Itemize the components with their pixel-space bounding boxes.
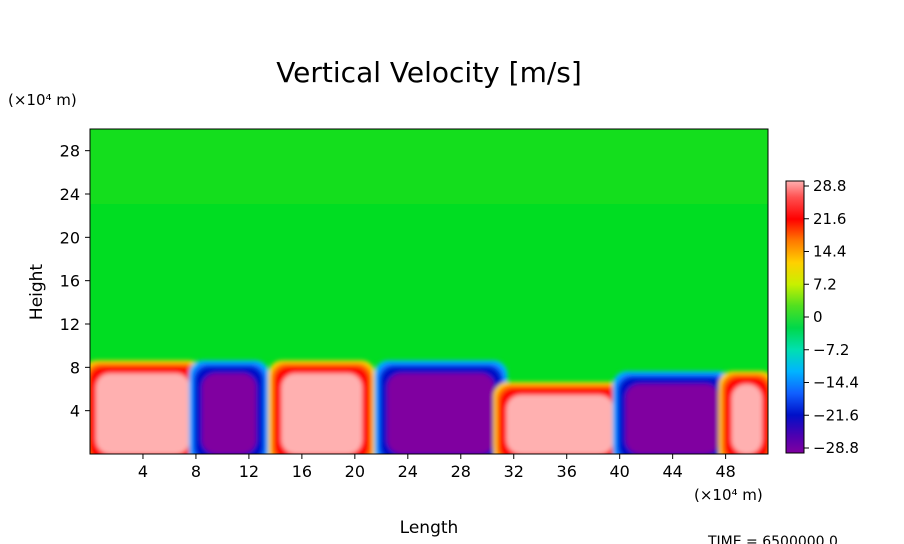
colorbar-tick-label: 7.2 xyxy=(813,275,837,293)
x-tick-label: 16 xyxy=(292,462,312,481)
colorbar-tick-label: −7.2 xyxy=(813,341,849,359)
heatmap-cell xyxy=(731,384,762,454)
x-tick-label: 8 xyxy=(191,462,201,481)
y-tick-label: 12 xyxy=(60,315,80,334)
colorbar: 28.8 21.6 14.4 7.2 0 −7.2 −14.4 −21.6 −28.8 xyxy=(785,177,859,457)
x-tick-label: 32 xyxy=(504,462,524,481)
x-tick-label: 24 xyxy=(398,462,418,481)
x-unit-label: (×10⁴ m) xyxy=(694,486,763,504)
y-unit-label: (×10⁴ m) xyxy=(8,91,77,109)
colorbar-tick-label: −14.4 xyxy=(813,374,859,392)
heatmap-cell xyxy=(387,373,495,454)
x-tick-label: 12 xyxy=(239,462,259,481)
time-footer: TIME = 6500000.0 xyxy=(707,534,838,544)
colorbar-tick-label: 21.6 xyxy=(813,210,846,228)
heatmap-cell xyxy=(201,373,257,454)
y-tick-label: 16 xyxy=(60,272,80,291)
x-tick-label: 36 xyxy=(557,462,577,481)
colorbar-tick-label: 28.8 xyxy=(813,177,846,195)
y-tick-label: 20 xyxy=(60,228,80,247)
x-tick-label: 28 xyxy=(451,462,471,481)
colorbar-tick-label: 0 xyxy=(813,308,823,326)
heatmap-cell xyxy=(96,373,190,454)
colorbar-ramp xyxy=(785,180,805,454)
cell-layer xyxy=(90,360,768,454)
colorbar-ticks: 28.8 21.6 14.4 7.2 0 −7.2 −14.4 −21.6 −28.8 xyxy=(804,177,859,457)
heatmap-cell xyxy=(506,395,614,454)
x-tick-label: 4 xyxy=(138,462,148,481)
colorbar-tick-label: −28.8 xyxy=(813,439,859,457)
y-axis-label: Height xyxy=(27,264,47,321)
heatmap-cell xyxy=(625,384,720,454)
x-axis: 4 8 12 16 20 24 28 32 36 40 44 48 xyxy=(138,454,736,481)
y-tick-label: 4 xyxy=(70,402,80,421)
colorbar-tick-label: −21.6 xyxy=(813,406,859,424)
plot-area xyxy=(90,129,768,454)
x-tick-label: 44 xyxy=(662,462,682,481)
x-tick-label: 40 xyxy=(610,462,630,481)
plot-frame xyxy=(89,128,769,455)
x-tick-label: 20 xyxy=(345,462,365,481)
y-axis: 4 8 12 16 20 24 28 xyxy=(60,142,90,421)
heatmap-cell xyxy=(281,373,363,454)
x-tick-label: 48 xyxy=(715,462,735,481)
colorbar-tick-label: 14.4 xyxy=(813,243,846,261)
y-tick-label: 8 xyxy=(70,358,80,377)
y-tick-label: 28 xyxy=(60,142,80,161)
chart-title: Vertical Velocity [m/s] xyxy=(276,56,582,89)
x-axis-label: Length xyxy=(400,518,459,538)
upper-band xyxy=(90,129,768,204)
y-tick-label: 24 xyxy=(60,185,80,204)
